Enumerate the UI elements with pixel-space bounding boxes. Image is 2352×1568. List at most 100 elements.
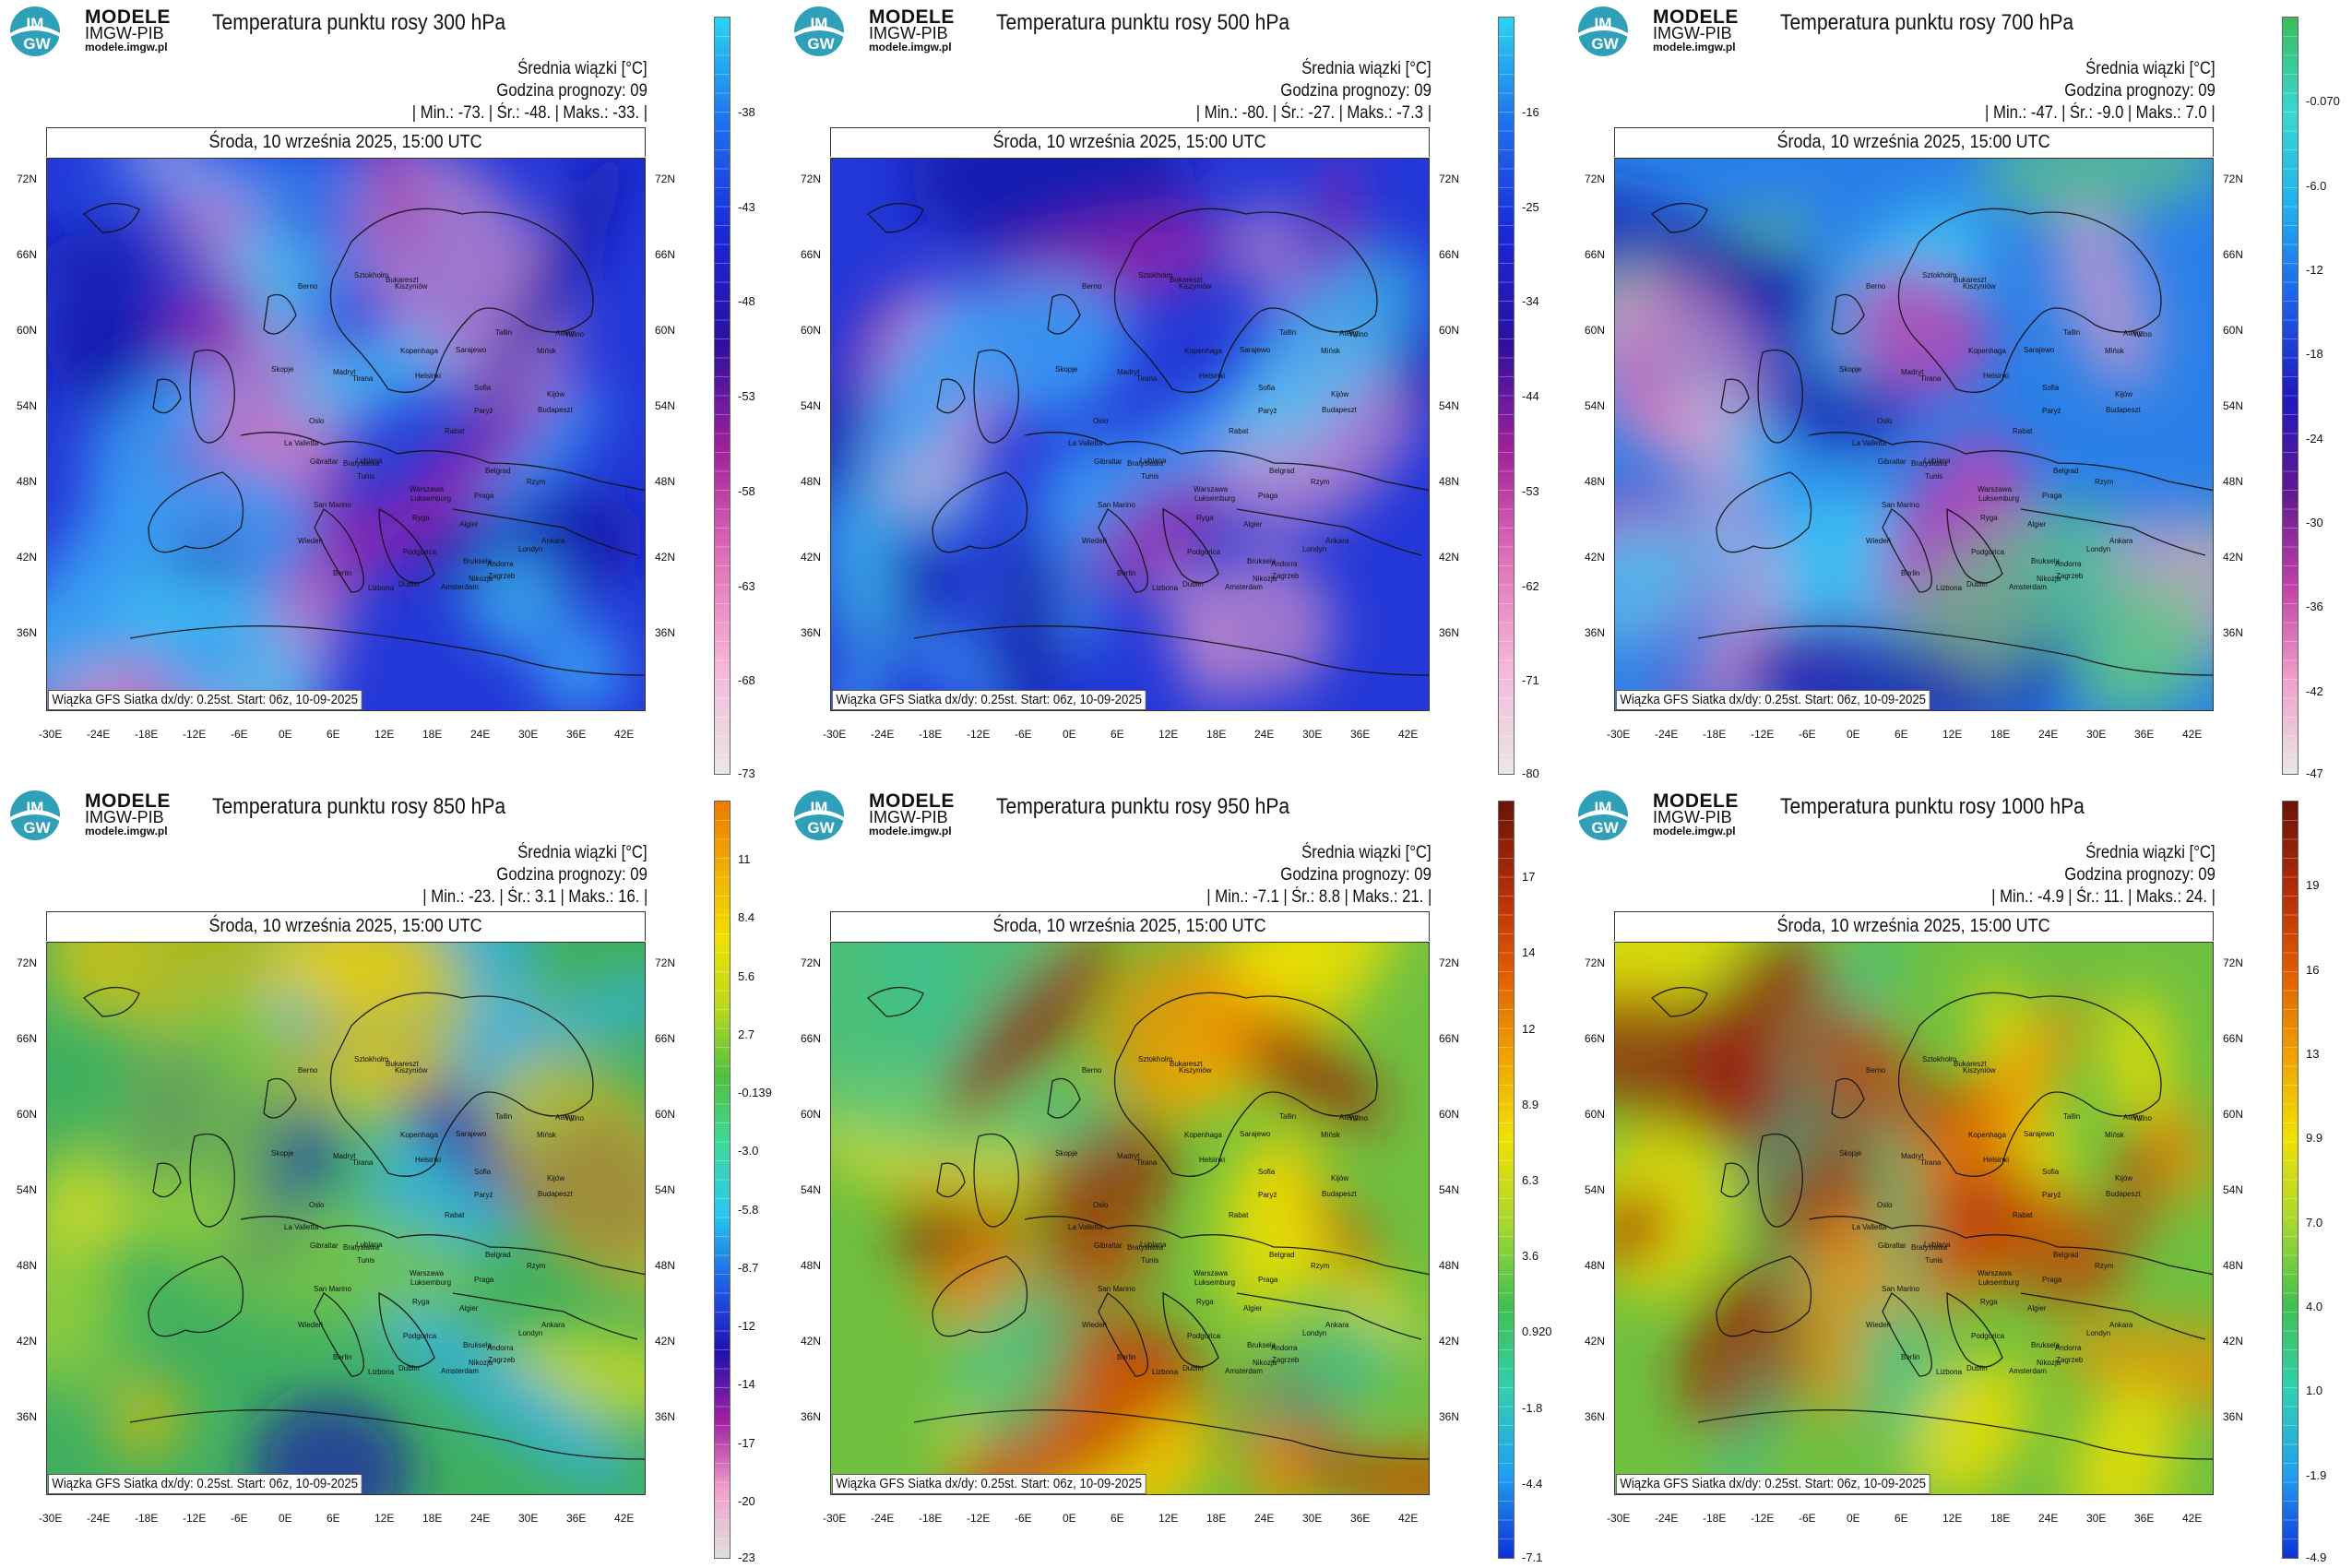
city-label: Algier <box>2027 1304 2047 1313</box>
city-label: Mińsk <box>537 347 557 355</box>
lat-tick-right: 72N <box>655 956 676 969</box>
lon-tick: 18E <box>1990 1512 2011 1525</box>
lon-tick: 24E <box>470 728 491 741</box>
city-label: Bratysława <box>1911 459 1948 468</box>
colorbar-label: -71 <box>1522 673 1539 688</box>
imgw-logo-icon: IM GW <box>794 6 844 56</box>
city-label: Rabat <box>1229 427 1249 435</box>
lon-tick: 30E <box>518 728 539 741</box>
brand-org: IMGW-PIB <box>85 808 164 826</box>
lat-tick-left: 42N <box>17 551 38 564</box>
colorbar-label: -18 <box>2306 347 2323 362</box>
lat-tick-right: 36N <box>1439 1410 1460 1423</box>
lat-tick-right: 54N <box>2223 1183 2244 1196</box>
city-label: Londyn <box>2086 1329 2110 1337</box>
city-label: Wilno <box>565 1114 585 1123</box>
city-label: Podgorica <box>1187 1332 1221 1340</box>
city-label: San Marino <box>1882 1285 1919 1293</box>
colorbar-label: -0.139 <box>738 1086 772 1100</box>
lon-tick: 18E <box>1206 1512 1227 1525</box>
city-label: Bruksela <box>463 1341 493 1349</box>
city-label: Berno <box>1866 1066 1886 1075</box>
lon-tick: -30E <box>823 1512 847 1525</box>
imgw-logo-icon: IM GW <box>1578 6 1628 56</box>
imgw-logo-icon: IM GW <box>1578 790 1628 840</box>
city-label: Madryt <box>1901 1152 1924 1160</box>
lat-tick-left: 36N <box>1585 1410 1606 1423</box>
city-label: Berno <box>1082 282 1102 291</box>
city-label: Bukareszt <box>386 1060 419 1068</box>
lon-tick: -6E <box>231 728 248 741</box>
city-label: San Marino <box>314 501 351 509</box>
lat-tick-left: 48N <box>1585 475 1606 488</box>
lon-tick: 6E <box>1895 728 1908 741</box>
city-label: Ankara <box>1325 537 1349 545</box>
brand-name: MODELE <box>1653 6 1739 28</box>
city-label: Lublana <box>356 457 383 465</box>
forecast-hour: Godzina prognozy: 09 <box>2064 865 2215 885</box>
city-label: Lublana <box>1924 457 1951 465</box>
brand-org: IMGW-PIB <box>1653 24 1732 42</box>
lat-tick-left: 66N <box>17 1032 38 1045</box>
colorbar-label: 4.0 <box>2306 1300 2323 1313</box>
lat-tick-left: 60N <box>17 1108 38 1121</box>
lat-tick-right: 66N <box>1439 1032 1460 1045</box>
lat-tick-left: 42N <box>1585 551 1606 564</box>
city-label: Paryż <box>474 407 493 415</box>
city-label: Tallin <box>495 1112 512 1121</box>
city-label: Kopenhaga <box>1968 347 2006 355</box>
city-label: Bukareszt <box>1170 276 1203 284</box>
lat-tick-right: 66N <box>1439 248 1460 261</box>
lat-tick-left: 72N <box>801 172 822 185</box>
lon-tick: 24E <box>2038 728 2059 741</box>
city-label: Nikozja <box>1253 1359 1277 1367</box>
brand-url: modele.imgw.pl <box>1653 41 1736 53</box>
city-label: Berlin <box>1901 1353 1919 1361</box>
city-label: Skopje <box>271 365 294 374</box>
city-label: Dublin <box>1966 1364 1988 1372</box>
lon-tick: -24E <box>871 1512 895 1525</box>
svg-text:GW: GW <box>807 819 835 837</box>
lon-tick: 42E <box>2182 1512 2203 1525</box>
city-label: Amsterdam <box>441 1367 479 1375</box>
city-label: Paryż <box>1258 1191 1277 1199</box>
lat-tick-right: 66N <box>655 248 676 261</box>
brand-name: MODELE <box>1653 790 1739 812</box>
brand-org: IMGW-PIB <box>85 24 164 42</box>
lon-tick: -18E <box>919 728 943 741</box>
city-label: Gibraltar <box>1094 1241 1123 1250</box>
city-label: Ateny <box>1339 1113 1358 1122</box>
lat-tick-left: 60N <box>801 1108 822 1121</box>
city-label: Nikozja <box>2037 1359 2061 1367</box>
city-label: Lublana <box>1924 1241 1951 1249</box>
colorbar-label: -17 <box>738 1435 755 1450</box>
city-label: Kopenhaga <box>1184 347 1222 355</box>
city-label: Kiszyniów <box>1963 1066 1996 1075</box>
colorbar <box>2282 801 2299 1559</box>
city-label: Praga <box>1258 492 1278 500</box>
model-credit: Wiązka GFS Siatka dx/dy: 0.25st. Start: … <box>832 1474 1146 1494</box>
city-label: Wiedeń <box>1082 537 1107 545</box>
city-label: San Marino <box>1882 501 1919 509</box>
lon-tick: 6E <box>1895 1512 1908 1525</box>
city-label: Kijów <box>547 390 564 398</box>
colorbar-label: 17 <box>1522 870 1536 885</box>
city-label: Andorra <box>1271 560 1298 568</box>
brand-url: modele.imgw.pl <box>869 825 952 837</box>
city-label: Mińsk <box>2105 1131 2125 1139</box>
lon-tick: 42E <box>614 728 635 741</box>
city-label: Sztokholm <box>1138 271 1173 279</box>
city-label: Ateny <box>2123 1113 2142 1122</box>
city-label: Londyn <box>518 1329 542 1337</box>
city-label: San Marino <box>314 1285 351 1293</box>
city-label: Berno <box>298 1066 318 1075</box>
city-label: Andorra <box>487 560 514 568</box>
lon-tick: 18E <box>422 728 443 741</box>
colorbar-label: -80 <box>1522 766 1539 780</box>
city-label: Ryga <box>1980 1298 1998 1306</box>
city-label: Madryt <box>333 368 356 376</box>
city-label: Oslo <box>1093 417 1109 425</box>
city-label: Paryż <box>2042 1191 2061 1199</box>
colorbar <box>1498 801 1515 1559</box>
panel-title: Temperatura punktu rosy 700 hPa <box>1780 10 2074 35</box>
